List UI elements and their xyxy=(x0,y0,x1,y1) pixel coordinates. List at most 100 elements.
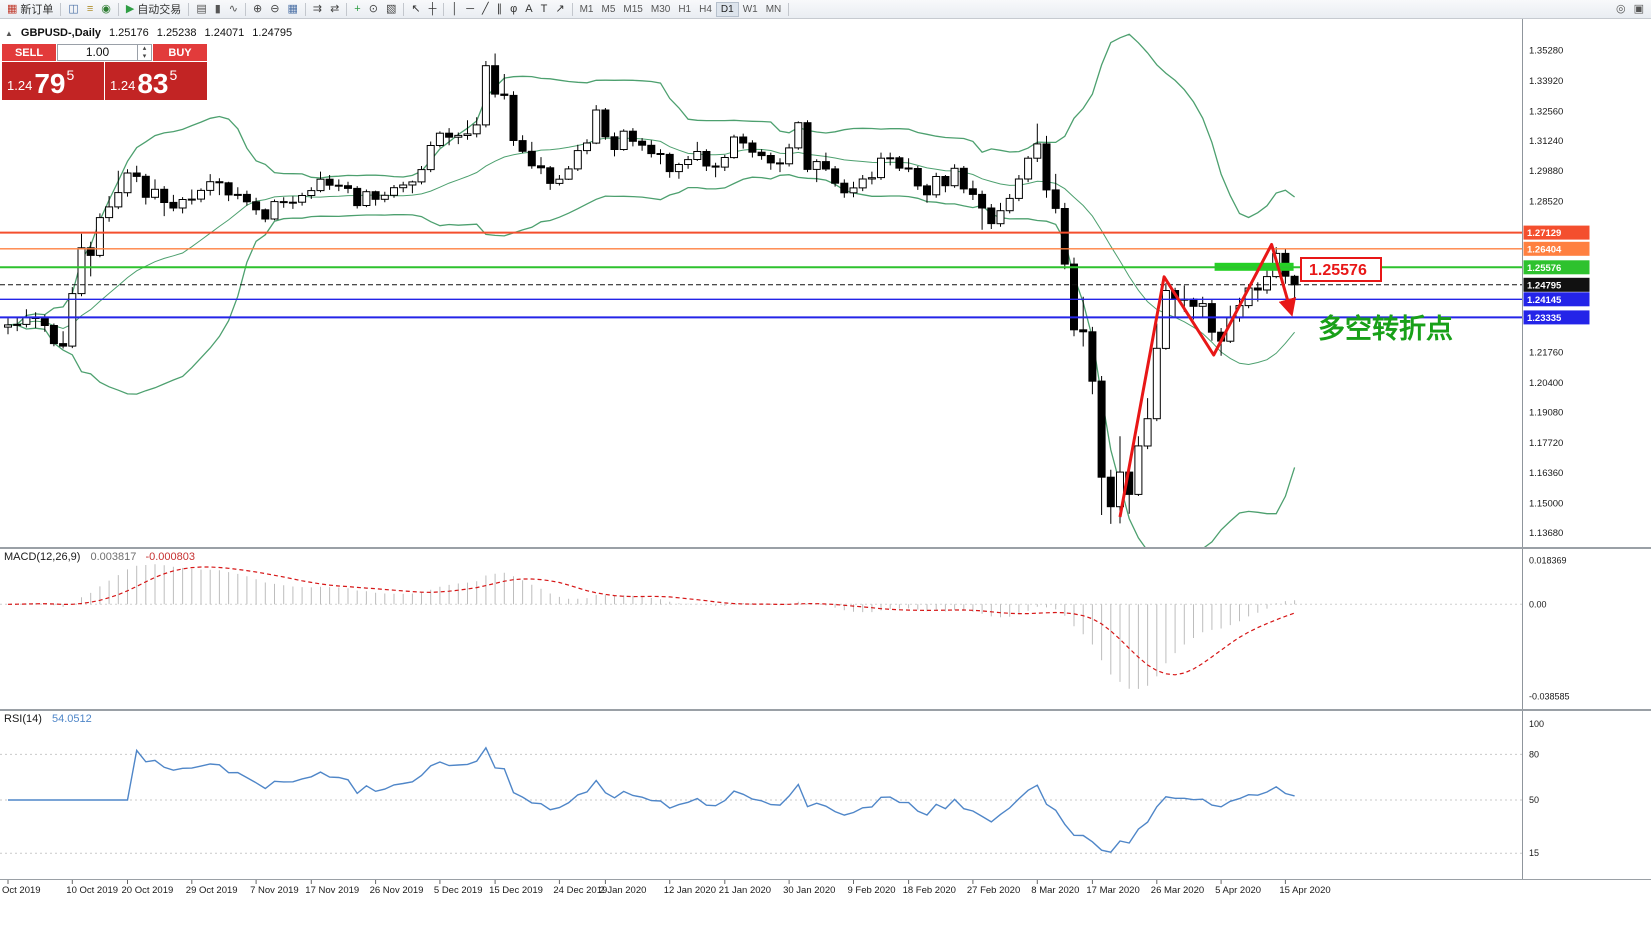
sell-price-prefix: 1.24 xyxy=(7,78,33,93)
vertical-line-icon[interactable]: │ xyxy=(447,1,462,18)
tile-windows-icon: ▦ xyxy=(287,2,298,15)
cursor-icon[interactable]: ↖ xyxy=(407,1,424,18)
price-callout-box[interactable] xyxy=(1300,257,1382,282)
tf-m15[interactable]: M15 xyxy=(619,2,646,17)
text-icon[interactable]: A xyxy=(521,1,536,18)
zoom-in-icon[interactable]: ⊕ xyxy=(249,1,266,18)
charts-icon[interactable]: ◫ xyxy=(64,1,82,18)
date-axis-label: 24 Dec 2019 xyxy=(553,885,607,896)
date-axis-label: 26 Mar 2020 xyxy=(1151,885,1204,896)
tf-h4[interactable]: H4 xyxy=(695,2,716,17)
volume-down-arrow[interactable]: ▾ xyxy=(142,52,147,60)
tf-d1[interactable]: D1 xyxy=(715,1,739,17)
tf-mn[interactable]: MN xyxy=(762,2,786,17)
bar-chart-icon[interactable]: ▤ xyxy=(192,1,210,18)
date-axis[interactable] xyxy=(0,880,1651,946)
label-icon[interactable]: T xyxy=(537,1,552,18)
vertical-line-icon: │ xyxy=(451,2,459,15)
panel-separator-rsi[interactable] xyxy=(0,709,1651,711)
horizontal-line-icon[interactable]: ─ xyxy=(462,1,478,18)
tf-h1-label: H1 xyxy=(678,3,692,15)
price-tag-label: 1.25576 xyxy=(1527,263,1561,274)
tf-m30[interactable]: M30 xyxy=(647,2,674,17)
sell-button[interactable]: SELL xyxy=(2,44,56,61)
chart-shift-icon[interactable]: ⇄ xyxy=(326,1,343,18)
tf-m1[interactable]: M1 xyxy=(576,2,598,17)
zigzag-arrow[interactable] xyxy=(1118,242,1297,518)
candlestick-chart-icon: ▮ xyxy=(214,2,221,15)
tf-w1[interactable]: W1 xyxy=(739,2,762,17)
buy-price-digits: 83 xyxy=(137,68,169,99)
price-tag-1.26404 xyxy=(1523,241,1590,256)
tf-m5[interactable]: M5 xyxy=(598,2,620,17)
macd-axis-label: -0.038585 xyxy=(1529,692,1570,702)
auto-trading-button-icon: ▶ xyxy=(125,2,135,15)
cursor-icon: ↖ xyxy=(411,2,421,15)
fibonacci-icon: φ xyxy=(510,2,518,15)
toolbar: ▦ 新订单 ◫ ≡ ◉ ▶ 自动交易 ▤ ▮ ∿ ⊕ ⊖ ▦ ⇉ ⇄ + ⊙ ▧ ↖ ┼ │ ─ ╱ ∥ φ A T ↗ M1 M5 M15… xyxy=(0,0,1651,19)
date-axis-label: 8 Mar 2020 xyxy=(1031,885,1079,896)
search-icon[interactable]: ◎ xyxy=(1612,1,1630,18)
one-click-trading-panel: SELL 1.00 ▴ ▾ BUY 1.24 79 5 1.24 83 5 xyxy=(2,44,207,100)
price-tag-1.23335 xyxy=(1523,310,1590,325)
buy-button[interactable]: BUY xyxy=(153,44,207,61)
chart-shift-icon: ⇄ xyxy=(330,2,340,15)
zoom-in-icon: ⊕ xyxy=(253,2,263,15)
channel-icon[interactable]: ∥ xyxy=(493,1,507,18)
volume-input[interactable]: 1.00 ▴ ▾ xyxy=(57,44,152,61)
date-axis-label: Oct 2019 xyxy=(2,885,41,896)
volume-value[interactable]: 1.00 xyxy=(85,45,110,59)
zoom-out-icon[interactable]: ⊖ xyxy=(266,1,283,18)
arrows-icon[interactable]: ↗ xyxy=(551,1,568,18)
line-chart-icon[interactable]: ∿ xyxy=(225,1,242,18)
trendline-icon[interactable]: ╱ xyxy=(478,1,493,18)
buy-price-prefix: 1.24 xyxy=(110,78,136,93)
price-axis[interactable] xyxy=(1523,19,1651,880)
date-axis-label: 5 Apr 2020 xyxy=(1215,885,1261,896)
tile-windows-icon[interactable]: ▦ xyxy=(283,1,301,18)
price-tag-label: 1.24795 xyxy=(1527,280,1562,291)
price-tag-1.24795 xyxy=(1523,277,1590,292)
fibonacci-icon[interactable]: φ xyxy=(506,1,521,18)
sell-price-pipette: 5 xyxy=(66,67,75,83)
candlestick-series xyxy=(4,53,1299,524)
price-axis-label: 1.32560 xyxy=(1529,106,1563,117)
tf-h1[interactable]: H1 xyxy=(674,2,695,17)
auto-trading-button[interactable]: ▶ 自动交易 xyxy=(122,1,185,18)
rsi-panel xyxy=(0,746,1522,854)
alerts-icon[interactable]: ◉ xyxy=(97,1,115,18)
toolbar-separator xyxy=(346,2,348,16)
panel-separator-macd[interactable] xyxy=(0,547,1651,549)
price-callout-value: 1.25576 xyxy=(1309,262,1367,279)
candlestick-chart-icon[interactable]: ▮ xyxy=(211,1,225,18)
new-order-button[interactable]: ▦ 新订单 xyxy=(3,1,57,18)
crosshair-icon[interactable]: ┼ xyxy=(425,1,441,18)
date-axis-label: 5 Dec 2019 xyxy=(434,885,483,896)
volume-up-arrow[interactable]: ▴ xyxy=(142,45,147,52)
periods-icon[interactable]: ⊙ xyxy=(365,1,382,18)
date-axis-label: 15 Dec 2019 xyxy=(489,885,543,896)
price-tag-label: 1.26404 xyxy=(1527,244,1562,255)
auto-scroll-icon: ⇉ xyxy=(312,2,323,15)
layout-icon[interactable]: ▣ xyxy=(1630,1,1648,18)
rsi-axis-label: 100 xyxy=(1529,719,1544,729)
symbol-name: GBPUSD-,Daily xyxy=(20,27,101,39)
macd-histogram xyxy=(16,564,1296,689)
ohlc-low: 1.24071 xyxy=(204,27,245,39)
auto-scroll-icon[interactable]: ⇉ xyxy=(309,1,326,18)
main-chart-panel xyxy=(4,33,1299,547)
profiles-icon[interactable]: ≡ xyxy=(83,1,97,18)
price-tag-1.25576 xyxy=(1523,260,1590,275)
sell-price-digits: 79 xyxy=(34,68,66,99)
price-axis-label: 1.19080 xyxy=(1529,407,1563,418)
tf-m30-label: M30 xyxy=(650,3,671,15)
templates-icon[interactable]: ▧ xyxy=(382,1,400,18)
pivot-annotation-text[interactable]: 多空转折点 xyxy=(1318,313,1453,344)
alerts-icon: ◉ xyxy=(101,2,111,15)
sell-price-panel[interactable]: 1.24 79 5 xyxy=(2,62,104,100)
price-axis-label: 1.20400 xyxy=(1529,378,1563,389)
indicators-icon[interactable]: + xyxy=(350,1,364,18)
buy-price-panel[interactable]: 1.24 83 5 xyxy=(105,62,207,100)
new-order-button-icon: ▦ xyxy=(7,2,18,15)
